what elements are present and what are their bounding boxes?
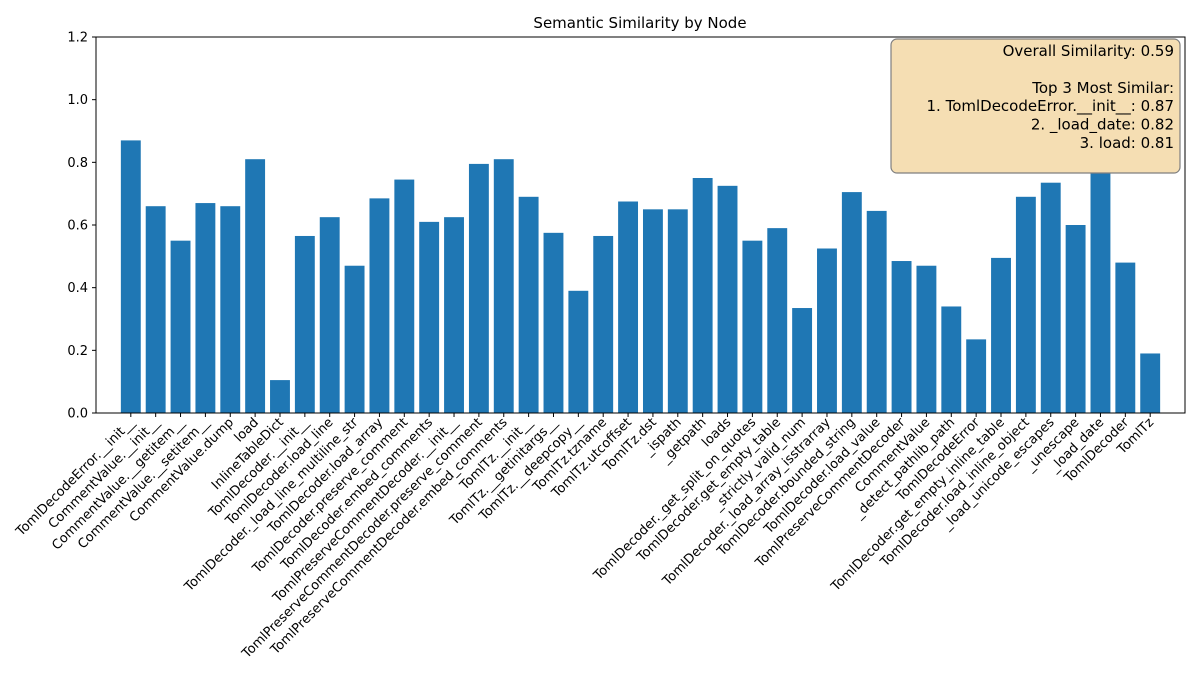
y-tick-label: 0.6: [67, 219, 88, 234]
bar: [966, 339, 987, 413]
bar: [717, 185, 738, 413]
bar: [667, 209, 688, 413]
bar: [369, 198, 390, 413]
bar: [991, 257, 1011, 413]
bar: [817, 248, 837, 413]
bar: [344, 265, 365, 413]
bar: [891, 261, 912, 413]
bar: [493, 159, 514, 413]
bar: [1015, 196, 1036, 413]
bar: [1115, 262, 1136, 413]
y-tick-label: 1.0: [67, 93, 88, 108]
bar: [170, 240, 191, 413]
bar: [468, 163, 489, 413]
bar: [444, 217, 464, 413]
bar: [394, 179, 415, 413]
bar: [270, 380, 290, 413]
y-axis: 0.0 0.2 0.4 0.6 0.8 1.0 1.2: [67, 31, 96, 422]
bar: [866, 210, 887, 413]
y-tick-label: 0.8: [67, 156, 88, 171]
bar: [618, 201, 639, 413]
y-tick-label: 0.4: [67, 281, 88, 296]
annotation-line: 2. _load_date: 0.82: [1031, 116, 1174, 135]
bar: [120, 140, 141, 413]
y-tick-label: 0.0: [67, 407, 88, 422]
bar: [568, 290, 589, 413]
bars-group: [120, 140, 1161, 413]
bar: [220, 206, 241, 413]
annotation-box: [890, 38, 1181, 174]
bar: [1140, 353, 1161, 413]
bar: [1065, 225, 1086, 413]
bar: [195, 203, 216, 413]
x-axis: TomlDecodeError.__init__CommentValue.__i…: [13, 413, 1157, 662]
bar: [319, 217, 340, 413]
bar: [767, 228, 788, 413]
bar: [518, 196, 539, 413]
bar: [841, 192, 862, 413]
bar: [916, 265, 937, 413]
bar: [692, 178, 713, 413]
bar: [941, 306, 962, 413]
bar: [294, 235, 315, 413]
bar: [1040, 182, 1061, 413]
bar: [1090, 156, 1111, 413]
bar: [792, 308, 813, 413]
bar: [742, 240, 763, 413]
bar: [419, 221, 440, 413]
bar: [593, 235, 614, 413]
bar: [642, 209, 663, 413]
y-tick-label: 1.2: [67, 31, 88, 46]
bar: [145, 206, 166, 413]
annotation-line: Top 3 Most Similar:: [1031, 79, 1174, 97]
bar: [543, 232, 564, 413]
summary-annotation: Overall Similarity: 0.59 Top 3 Most Simil…: [890, 38, 1181, 174]
chart-title: Semantic Similarity by Node: [533, 14, 746, 32]
annotation-line: Overall Similarity: 0.59: [1003, 42, 1174, 60]
annotation-line: 1. TomlDecodeError.__init__: 0.87: [927, 97, 1175, 116]
annotation-line: 3. load: 0.81: [1080, 134, 1174, 152]
y-tick-label: 0.2: [67, 344, 88, 359]
bar: [245, 159, 266, 413]
